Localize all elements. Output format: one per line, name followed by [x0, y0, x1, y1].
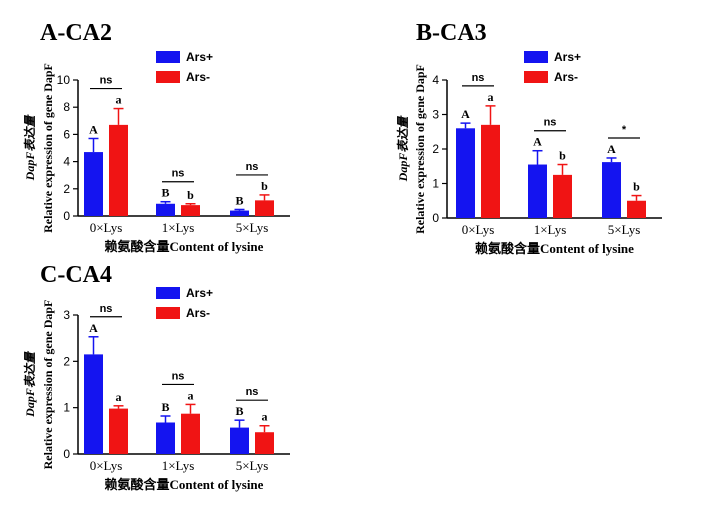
y-axis-label: Relative expression of gene DapF: [413, 64, 427, 234]
y-axis-label: Relative expression of gene DapF: [41, 300, 55, 470]
legend-label: Ars-: [186, 306, 210, 320]
y-axis-label: Relative expression of gene DapF: [41, 63, 55, 233]
significance-letter: a: [188, 388, 194, 402]
significance-letter: a: [488, 90, 494, 104]
significance-mark: ns: [246, 386, 259, 398]
significance-letter: a: [262, 410, 268, 424]
bar-ars-plus: [84, 354, 103, 454]
significance-letter: A: [89, 321, 98, 335]
bar-ars-plus: [230, 210, 249, 216]
panel-label: A-CA2: [40, 20, 112, 46]
bar-ars-minus: [481, 124, 500, 218]
significance-letter: b: [187, 188, 194, 202]
bar-ars-plus: [156, 422, 175, 454]
bar-ars-plus: [156, 203, 175, 216]
y-axis-label-cn: DapF表达量: [23, 114, 37, 182]
legend-label: Ars-: [554, 70, 578, 84]
y-tick-label: 4: [63, 155, 70, 169]
chart-panel-b-ca3: B-CA3 0 1 2 3 4 Relative expression of gene Da…: [396, 20, 662, 256]
bar-ars-minus: [109, 408, 128, 454]
chart-panel-c-ca4: C-CA4 0 1 2 3 Relative expression of gene Dap…: [23, 262, 290, 492]
significance-letter: b: [559, 149, 566, 163]
significance-letter: A: [533, 135, 542, 149]
bar-ars-plus: [230, 427, 249, 454]
significance-letter: B: [161, 400, 169, 414]
y-tick-label: 3: [63, 308, 70, 322]
y-tick-label: 1: [432, 177, 439, 191]
bar-ars-plus: [528, 164, 547, 218]
significance-letter: A: [607, 142, 616, 156]
legend-label: Ars-: [186, 70, 210, 84]
significance-mark: ns: [100, 303, 113, 315]
significance-mark: ns: [172, 370, 185, 382]
bar-ars-minus: [181, 205, 200, 216]
y-tick-label: 0: [63, 209, 70, 223]
x-tick-label: 5×Lys: [236, 458, 269, 473]
x-tick-label: 1×Lys: [162, 220, 195, 235]
significance-mark: ns: [100, 75, 113, 87]
legend-swatch: [156, 71, 180, 83]
significance-letter: b: [633, 180, 640, 194]
significance-letter: b: [261, 179, 268, 193]
significance-mark: ns: [544, 117, 557, 129]
legend-label: Ars+: [554, 50, 581, 64]
significance-letter: a: [116, 390, 122, 404]
significance-letter: B: [235, 193, 243, 207]
significance-mark: ns: [472, 72, 485, 84]
bar-ars-minus: [109, 124, 128, 216]
y-tick-label: 0: [63, 447, 70, 461]
y-tick-label: 0: [432, 211, 439, 225]
bar-ars-minus: [255, 432, 274, 454]
y-tick-label: 4: [432, 73, 439, 87]
significance-letter: a: [116, 93, 122, 107]
significance-mark: ns: [172, 168, 185, 180]
x-axis-label: 赖氨酸含量Content of lysine: [475, 241, 634, 256]
legend-label: Ars+: [186, 50, 213, 64]
bar-ars-plus: [456, 128, 475, 218]
legend-swatch: [156, 307, 180, 319]
bar-ars-plus: [84, 152, 103, 216]
y-tick-label: 8: [63, 100, 70, 114]
bar-ars-minus: [553, 174, 572, 218]
x-tick-label: 5×Lys: [236, 220, 269, 235]
legend-swatch: [156, 287, 180, 299]
significance-letter: B: [161, 186, 169, 200]
bar-ars-minus: [181, 413, 200, 454]
bar-ars-minus: [627, 200, 646, 218]
y-tick-label: 10: [57, 73, 71, 87]
significance-mark: ns: [246, 161, 259, 173]
significance-mark: *: [622, 124, 627, 136]
legend-swatch: [524, 71, 548, 83]
bar-ars-plus: [602, 162, 621, 218]
significance-letter: A: [89, 122, 98, 136]
x-axis-label: 赖氨酸含量Content of lysine: [105, 239, 264, 254]
x-tick-label: 0×Lys: [462, 222, 495, 237]
significance-letter: A: [461, 107, 470, 121]
significance-letter: B: [235, 404, 243, 418]
y-axis-label-cn: DapF表达量: [396, 115, 410, 183]
bar-ars-minus: [255, 200, 274, 216]
x-axis-label: 赖氨酸含量Content of lysine: [105, 477, 264, 492]
y-tick-label: 3: [432, 108, 439, 122]
x-tick-label: 0×Lys: [90, 220, 123, 235]
x-tick-label: 1×Lys: [534, 222, 567, 237]
x-tick-label: 0×Lys: [90, 458, 123, 473]
x-tick-label: 1×Lys: [162, 458, 195, 473]
x-tick-label: 5×Lys: [608, 222, 641, 237]
legend-swatch: [524, 51, 548, 63]
legend-swatch: [156, 51, 180, 63]
y-tick-label: 6: [63, 127, 70, 141]
panel-label: C-CA4: [40, 262, 112, 288]
panel-label: B-CA3: [416, 20, 487, 46]
y-tick-label: 2: [432, 142, 439, 156]
legend-label: Ars+: [186, 286, 213, 300]
y-tick-label: 2: [63, 354, 70, 368]
y-axis-label-cn: DapF表达量: [23, 350, 37, 418]
y-tick-label: 2: [63, 182, 70, 196]
y-tick-label: 1: [63, 401, 70, 415]
